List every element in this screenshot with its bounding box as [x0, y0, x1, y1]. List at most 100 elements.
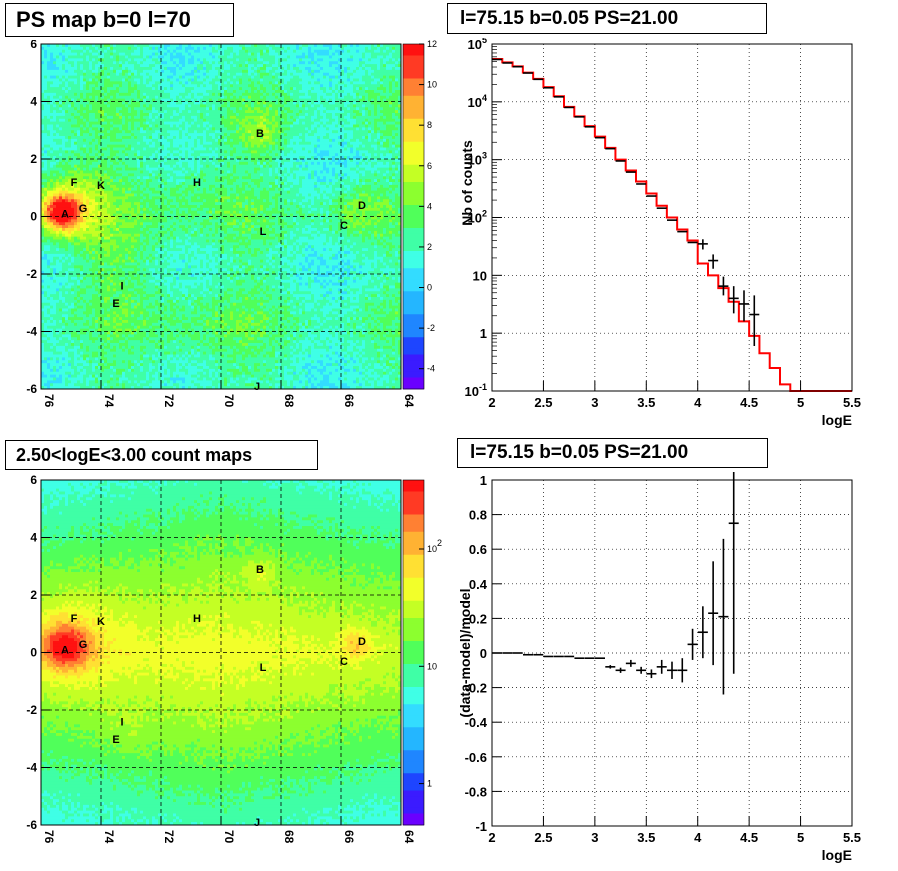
y-tick-label: -4: [26, 325, 37, 339]
y-tick-label: 104: [468, 93, 487, 110]
residual-point: [656, 659, 667, 674]
x-tick-label: 76: [42, 830, 56, 844]
source-label-l: L: [260, 662, 267, 674]
x-tick-label: 68: [282, 830, 296, 844]
y-tick-label: -0.2: [465, 681, 487, 696]
ps-map-sources: A F KG H B DC L IE J: [61, 128, 366, 393]
y-tick-label: -6: [26, 382, 37, 396]
residual-title: l=75.15 b=0.05 PS=21.00: [457, 438, 768, 468]
x-tick-label: 3: [591, 395, 598, 410]
residual-point: [636, 666, 647, 674]
spectrum-ylabel: Nb of counts: [459, 140, 475, 226]
spectrum-title: l=75.15 b=0.05 PS=21.00: [447, 3, 767, 34]
source-label-c: C: [340, 220, 348, 232]
source-label-g: G: [79, 203, 88, 215]
source-label-b: B: [256, 564, 264, 576]
source-label-g: G: [79, 639, 88, 651]
colorbar-tick-label: 12: [427, 40, 437, 49]
data-point: [708, 254, 719, 269]
x-tick-label: 70: [222, 830, 236, 844]
residual-point: [625, 659, 636, 667]
source-label-h: H: [193, 613, 201, 625]
colorbar-tick-label: 10: [427, 80, 437, 90]
y-tick-label: 0.4: [469, 577, 488, 592]
source-label-a: A: [61, 645, 69, 657]
source-label-h: H: [193, 177, 201, 189]
colorbar-tick-label: -2: [427, 323, 435, 333]
source-label-f: F: [71, 177, 78, 189]
x-tick-label: 74: [102, 394, 116, 408]
colorbar-tick-label: 8: [427, 120, 432, 130]
y-tick-label: 105: [468, 38, 487, 52]
source-label-c: C: [340, 656, 348, 668]
ps-map-colorbar: -4 -2 0 2 4 6 8 10 12: [402, 40, 437, 390]
ps-map-title: PS map b=0 l=70: [5, 3, 234, 37]
y-tick-label: 2: [30, 152, 37, 166]
source-label-e: E: [112, 734, 119, 746]
ps-map-axes: 76 74 72 70 68 66 64 -6 -4 -2 0 2 4 6: [26, 40, 416, 408]
y-tick-label: -0.8: [465, 784, 487, 799]
colorbar-tick-label: 1: [427, 779, 432, 789]
source-label-a: A: [61, 209, 69, 221]
count-map-heatmap: [41, 480, 402, 826]
x-tick-label: 5.5: [843, 395, 861, 410]
source-label-k: K: [97, 180, 105, 192]
x-tick-label: 2.5: [534, 830, 552, 845]
residual-grid: [491, 479, 853, 827]
colorbar-tick-label: 6: [427, 161, 432, 171]
x-tick-label: 4.5: [740, 395, 758, 410]
ps-map-heatmap: [41, 44, 402, 390]
x-tick-label: 72: [162, 394, 176, 408]
x-tick-label: 2: [488, 830, 495, 845]
residual-point: [667, 661, 677, 679]
residual-point: [605, 665, 616, 669]
source-label-j: J: [254, 381, 260, 393]
residual-point: [687, 628, 698, 660]
x-tick-label: 72: [162, 830, 176, 844]
x-tick-label: 64: [402, 394, 416, 408]
x-tick-label: 5: [797, 395, 804, 410]
residual-point: [697, 606, 708, 659]
x-tick-label: 4: [694, 830, 702, 845]
y-tick-label: 1: [480, 473, 487, 488]
y-tick-label: 0: [480, 646, 487, 661]
source-label-e: E: [112, 298, 119, 310]
count-map-title: 2.50<logE<3.00 count maps: [5, 440, 318, 470]
x-tick-label: 76: [42, 394, 56, 408]
source-label-i: I: [120, 717, 123, 729]
y-tick-label: 10: [473, 268, 487, 283]
x-tick-label: 3: [591, 830, 598, 845]
x-tick-label: 4.5: [740, 830, 758, 845]
data-point: [728, 286, 739, 314]
residual-panel: 2 2.5 3 3.5 4 4.5 5 5.5 -1 -0.8 -0.6 -0.4 -0.2 0 0.2 0.…: [457, 472, 861, 863]
source-label-b: B: [256, 128, 264, 140]
x-tick-label: 74: [102, 830, 116, 844]
colorbar-tick-label: -4: [427, 364, 435, 374]
x-tick-label: 2.5: [534, 395, 552, 410]
y-tick-label: 0.6: [469, 542, 487, 557]
source-label-d: D: [358, 200, 366, 212]
y-tick-label: 6: [30, 475, 37, 487]
x-tick-label: 64: [402, 830, 416, 844]
y-tick-label: 0: [30, 646, 37, 660]
x-tick-label: 3.5: [637, 395, 655, 410]
count-map-axes: 76 74 72 70 68 66 64 -6 -4 -2 0 2 4 6: [26, 475, 416, 844]
residual-points: [492, 472, 739, 695]
y-tick-label: 6: [30, 40, 37, 51]
x-tick-label: 68: [282, 394, 296, 408]
x-tick-label: 66: [342, 830, 356, 844]
y-tick-label: -1: [475, 819, 487, 834]
model-histogram: [492, 58, 852, 392]
source-label-k: K: [97, 616, 105, 628]
spectrum-data: [492, 58, 760, 346]
data-point: [749, 295, 760, 346]
colorbar-tick-label: 2: [427, 242, 432, 252]
source-label-i: I: [120, 281, 123, 293]
residual-axes: 2 2.5 3 3.5 4 4.5 5 5.5 -1 -0.8 -0.6 -0.4 -0.2 0 0.2 0.…: [465, 473, 861, 845]
y-tick-label: -4: [26, 761, 37, 775]
data-point: [739, 290, 749, 322]
